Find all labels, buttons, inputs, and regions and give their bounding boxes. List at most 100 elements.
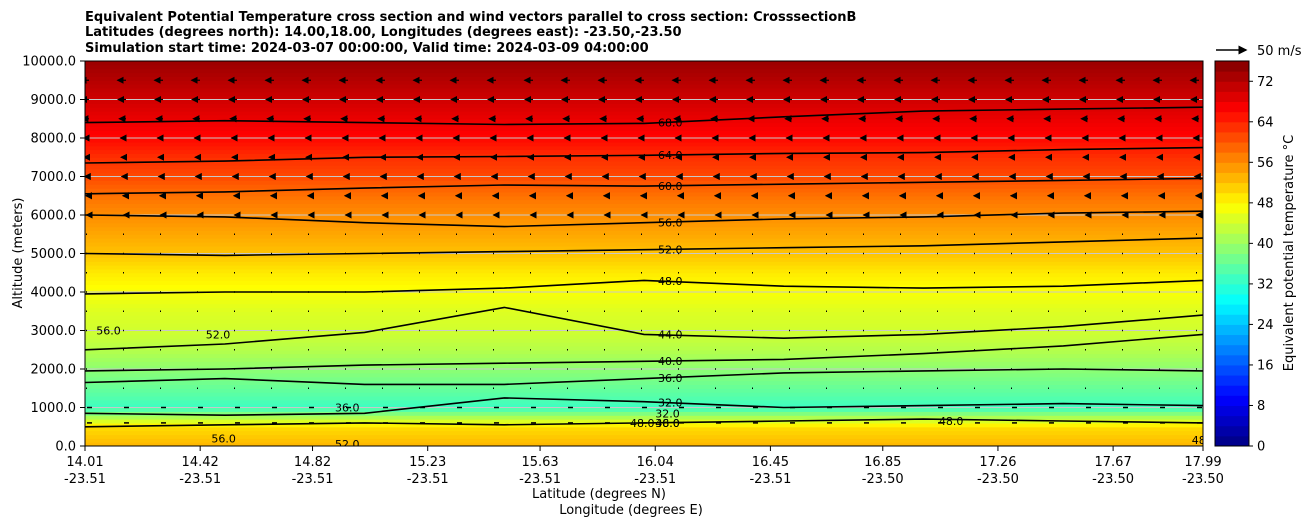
fill-band — [85, 299, 1203, 305]
colorbar-segment — [1215, 212, 1249, 224]
colorbar-tick-label: 72 — [1257, 75, 1274, 90]
fill-band — [85, 118, 1203, 124]
x-tick-label-latitude: 17.26 — [979, 455, 1016, 470]
fill-band — [85, 168, 1203, 174]
colorbar-segment — [1215, 294, 1249, 305]
colorbar-segment — [1215, 344, 1249, 356]
colorbar-segment — [1215, 243, 1249, 254]
colorbar-segment — [1215, 375, 1249, 386]
colorbar-tick-label: 56 — [1257, 156, 1274, 171]
colorbar-label: Equivalent potential temperature °C — [1282, 135, 1297, 371]
y-tick-label: 0.0 — [55, 440, 76, 455]
fill-band — [85, 180, 1203, 185]
colorbar-segment — [1215, 81, 1249, 92]
fill-band — [85, 438, 1203, 443]
y-tick-label: 10000.0 — [22, 55, 76, 70]
fill-band — [85, 276, 1203, 282]
colorbar-segment — [1215, 233, 1249, 244]
fill-band — [85, 342, 1203, 347]
x-tick-label-longitude: -23.51 — [64, 472, 106, 487]
chart-title: Equivalent Potential Temperature cross s… — [85, 10, 856, 56]
x-tick-label-longitude: -23.51 — [407, 472, 449, 487]
fill-band — [85, 265, 1203, 270]
x-tick-label-longitude: -23.50 — [862, 472, 904, 487]
contour-label: 48.0 — [630, 417, 655, 430]
fill-band — [85, 207, 1203, 212]
fill-band — [85, 253, 1203, 258]
fill-band — [85, 345, 1203, 351]
fill-band — [85, 295, 1203, 301]
fill-band — [85, 311, 1203, 316]
contour-label: 52.0 — [335, 438, 360, 451]
fill-band — [85, 392, 1203, 397]
y-tick-label: 1000.0 — [31, 401, 77, 416]
x-tick-label-longitude: -23.51 — [634, 472, 676, 487]
fill-band — [85, 434, 1203, 439]
fill-band — [85, 138, 1203, 143]
fill-band — [85, 141, 1203, 147]
colorbar-segment — [1215, 182, 1249, 194]
y-tick-label: 4000.0 — [31, 286, 77, 301]
fill-band — [85, 272, 1203, 278]
contour-label: 56.0 — [211, 432, 236, 445]
fill-band — [85, 307, 1203, 312]
colorbar-segment — [1215, 314, 1249, 325]
colorbar-segment — [1215, 121, 1249, 133]
fill-band — [85, 80, 1203, 85]
colorbar-tick-label: 16 — [1257, 358, 1274, 373]
fill-band — [85, 61, 1203, 66]
fill-band — [85, 388, 1203, 393]
fill-band — [85, 111, 1203, 116]
contour-label: 56.0 — [96, 325, 121, 338]
y-tick-label: 9000.0 — [31, 93, 77, 108]
colorbar-segment — [1215, 334, 1249, 346]
fill-band — [85, 188, 1203, 193]
y-tick-label: 5000.0 — [31, 247, 77, 262]
contour-label: 32.0 — [655, 407, 680, 420]
colorbar-segment — [1215, 364, 1249, 376]
colorbar-tick-label: 8 — [1257, 399, 1265, 414]
wind-reference-label: 50 m/s — [1257, 44, 1302, 59]
contour-labels: 68.064.060.056.052.048.044.040.036.032.0… — [96, 117, 1203, 451]
y-tick-label: 8000.0 — [31, 132, 77, 147]
fill-band — [85, 164, 1203, 170]
contour-label: 48.0 — [655, 417, 680, 430]
x-tick-label-longitude: -23.51 — [519, 472, 561, 487]
y-tick-label: 6000.0 — [31, 209, 77, 224]
fill-band — [85, 268, 1203, 274]
colorbar-segment — [1215, 223, 1249, 234]
contour-line — [85, 177, 1203, 195]
x-axis-label-latitude: Latitude (degrees N) — [532, 487, 666, 502]
colorbar-segment — [1215, 304, 1249, 315]
fill-band — [85, 395, 1203, 401]
fill-band — [85, 380, 1203, 385]
x-tick-label-latitude: 16.04 — [637, 455, 674, 470]
y-axis: 0.0 1000.0 2000.0 3000.0 4000.0 5000.0 6000.0 7… — [22, 55, 85, 455]
fill-band — [85, 114, 1203, 120]
fill-band — [85, 99, 1203, 104]
x-tick-label-longitude: -23.51 — [179, 472, 221, 487]
y-axis-label: Altitude (meters) — [11, 198, 26, 309]
fill-band — [85, 361, 1203, 366]
fill-band — [85, 288, 1203, 293]
fill-band — [85, 426, 1203, 432]
x-tick-label-latitude: 16.85 — [864, 455, 901, 470]
contour-line — [85, 397, 1203, 417]
fill-band — [85, 68, 1203, 74]
contour-label: 48.0 — [658, 275, 683, 288]
contour-label: 40.0 — [658, 355, 683, 368]
fill-band — [85, 403, 1203, 409]
fill-band — [85, 84, 1203, 89]
fill-band — [85, 226, 1203, 231]
fill-band — [85, 249, 1203, 255]
contour-label: 44.0 — [658, 329, 683, 342]
x-tick-label-latitude: 14.01 — [66, 455, 103, 470]
colorbar-segment — [1215, 61, 1249, 72]
fill-band — [85, 126, 1203, 131]
title-line-1: Equivalent Potential Temperature cross s… — [85, 10, 856, 25]
contour-line — [85, 333, 1203, 372]
fill-band — [85, 149, 1203, 154]
x-tick-label-longitude: -23.51 — [749, 472, 791, 487]
fill-band — [85, 222, 1203, 228]
